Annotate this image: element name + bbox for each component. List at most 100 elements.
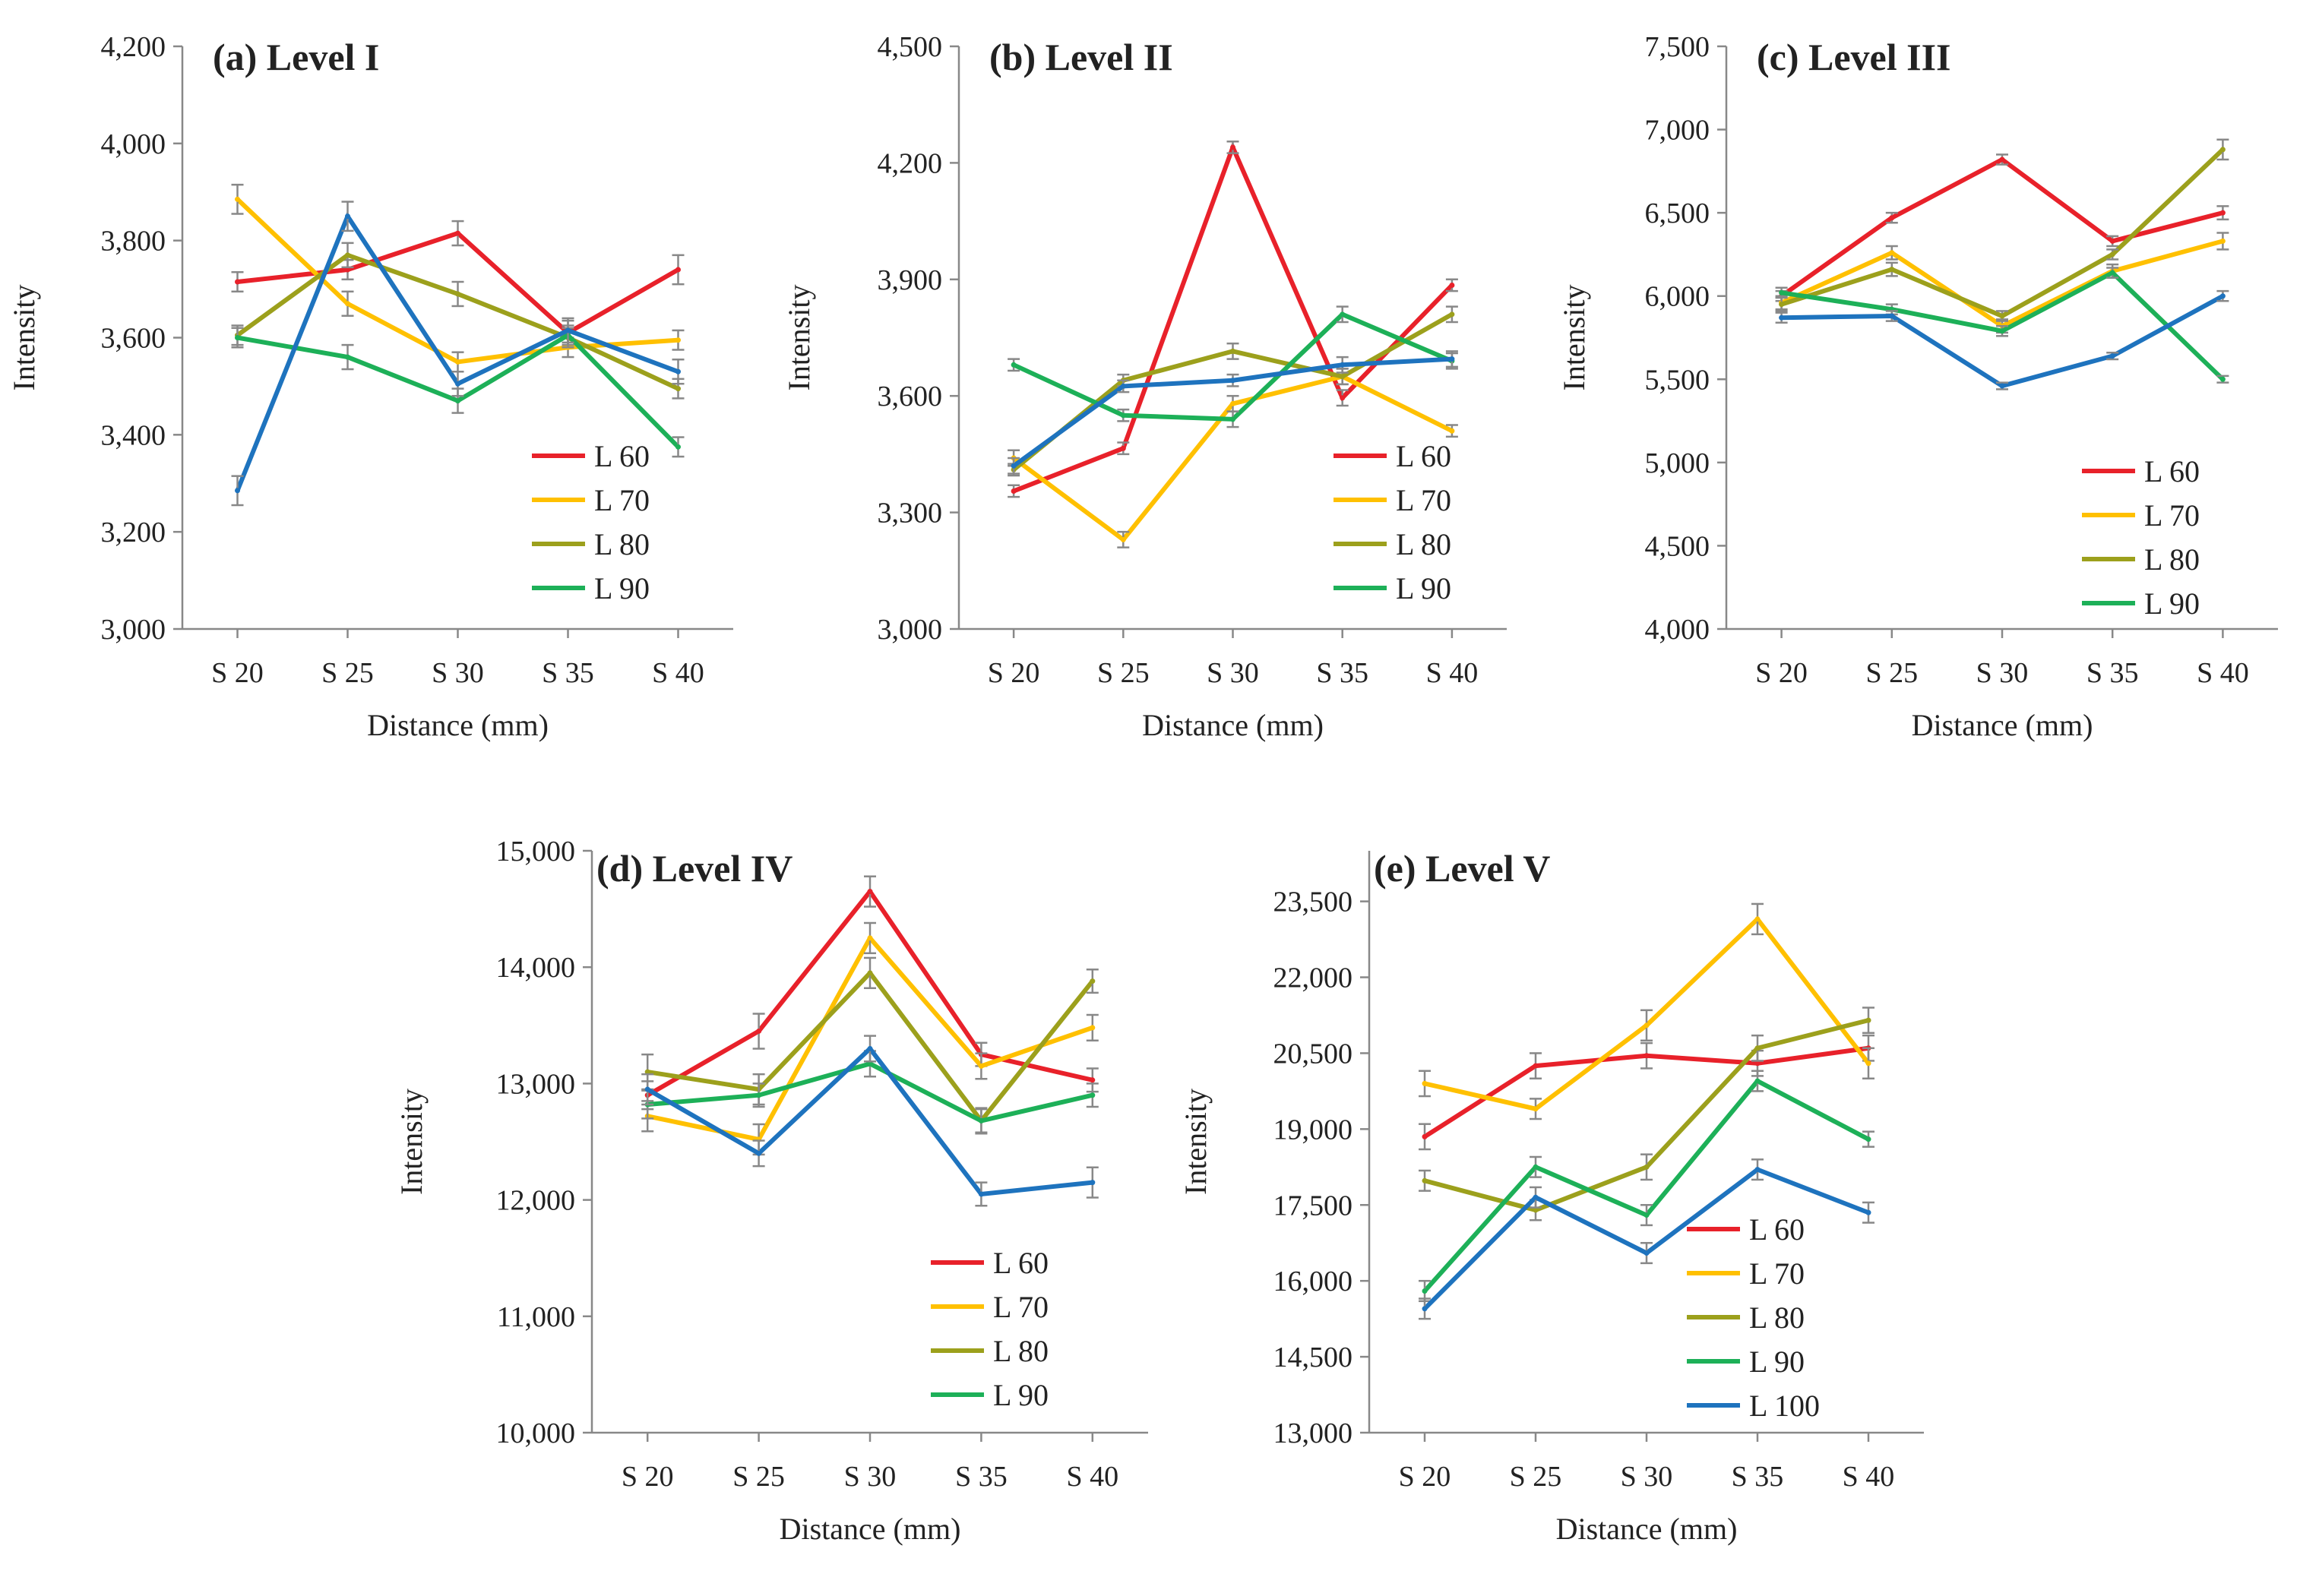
legend-label: L 90	[2144, 586, 2200, 621]
data-point	[1999, 383, 2005, 389]
chart-panel-c: 4,000 4,500 5,000 5,500 6,000 6,500 7,000 7,500…	[1557, 31, 2278, 742]
series-l-90	[641, 1050, 1099, 1133]
data-point	[867, 1045, 873, 1051]
data-point	[756, 1092, 762, 1098]
chart-panel-b: 3,000 3,300 3,600 3,900 4,200 4,500 S 20 S 25 S …	[782, 31, 1507, 742]
data-point	[1449, 428, 1455, 434]
y-tick-label: 3,600	[101, 323, 166, 355]
legend-label: L 80	[993, 1334, 1049, 1368]
data-point	[1889, 313, 1895, 319]
series-l-70	[231, 183, 685, 373]
data-point	[756, 1150, 762, 1156]
legend-label: L 70	[1396, 483, 1451, 517]
data-point	[345, 213, 350, 220]
x-tick-label: S 35	[955, 1461, 1008, 1493]
x-tick-label: S 40	[1066, 1461, 1118, 1493]
data-point	[675, 368, 681, 375]
x-axis-label: Distance (mm)	[1556, 1512, 1738, 1546]
data-point	[1422, 1306, 1428, 1312]
y-tick-label: 13,000	[496, 1068, 576, 1100]
data-point	[1533, 1106, 1539, 1112]
y-tick-label: 4,500	[878, 31, 943, 63]
y-tick-label: 4,500	[1645, 530, 1710, 562]
data-point	[1422, 1080, 1428, 1086]
series-l-100	[1775, 289, 2229, 390]
series-line-l-60	[1780, 156, 2224, 299]
data-point	[1779, 289, 1785, 295]
y-tick-label: 4,200	[101, 31, 166, 63]
series-l-90	[231, 324, 685, 458]
data-point	[1889, 267, 1895, 273]
series-l-100	[231, 201, 685, 507]
data-point	[235, 279, 240, 285]
y-tick-label: 6,000	[1645, 281, 1710, 313]
data-point	[675, 267, 681, 273]
data-point	[2109, 353, 2115, 359]
data-point	[1865, 1017, 1871, 1023]
x-tick-label: S 20	[622, 1461, 674, 1493]
data-point	[1533, 1194, 1539, 1200]
data-point	[867, 889, 873, 895]
y-tick-label: 3,400	[101, 419, 166, 451]
data-point	[2219, 210, 2226, 216]
data-point	[1644, 1164, 1650, 1170]
series-line-l-80	[1780, 147, 2225, 319]
series-l-90	[1419, 1070, 1874, 1303]
x-tick-label: S 20	[211, 657, 264, 689]
y-tick-label: 17,500	[1273, 1190, 1353, 1221]
data-point	[455, 230, 460, 236]
x-tick-label: S 25	[321, 657, 374, 689]
x-tick-label: S 40	[1843, 1461, 1895, 1493]
x-axis-label: Distance (mm)	[367, 708, 549, 742]
legend-label: L 60	[594, 439, 650, 473]
y-tick-label: 3,900	[878, 264, 943, 296]
chart-panel-d: 10,000 11,000 12,000 13,000 14,000 15,000 S 20…	[394, 836, 1148, 1546]
legend: L 60 L 70 L 80 L 90	[2082, 454, 2200, 621]
y-tick-label: 7,500	[1645, 31, 1710, 63]
data-point	[1754, 916, 1761, 922]
data-point	[2219, 293, 2226, 299]
data-point	[1889, 215, 1895, 221]
y-tick-label: 15,000	[496, 836, 576, 868]
x-tick-label: S 25	[1097, 657, 1150, 689]
data-point	[675, 386, 681, 392]
data-point	[978, 1191, 984, 1197]
data-point	[1779, 314, 1785, 321]
data-point	[455, 291, 460, 297]
y-axis-label: Intensity	[7, 285, 41, 391]
y-tick-label: 14,000	[496, 952, 576, 984]
data-point	[345, 301, 350, 307]
x-tick-label: S 35	[542, 657, 594, 689]
data-point	[1120, 383, 1126, 389]
data-point	[1422, 1177, 1428, 1184]
x-tick-label: S 35	[2086, 657, 2139, 689]
data-point	[2219, 147, 2226, 153]
series-l-60	[1419, 1034, 1874, 1151]
legend-label: L 80	[1749, 1301, 1805, 1335]
y-tick-label: 4,200	[878, 147, 943, 179]
data-point	[1011, 463, 1017, 469]
data-point	[675, 444, 681, 450]
chart-title: (a) Level I	[213, 36, 379, 78]
data-point	[565, 327, 571, 333]
data-point	[1754, 1167, 1761, 1173]
data-point	[1230, 400, 1235, 406]
y-tick-label: 13,000	[1273, 1417, 1353, 1449]
data-point	[1090, 1077, 1096, 1083]
data-point	[2109, 270, 2115, 276]
y-tick-label: 5,000	[1645, 447, 1710, 479]
data-point	[1120, 412, 1126, 419]
data-point	[1230, 144, 1235, 150]
chart-title: (e) Level V	[1374, 847, 1550, 890]
data-point	[1090, 1180, 1096, 1186]
data-point	[1644, 1212, 1650, 1218]
chart-title: (d) Level IV	[596, 847, 793, 890]
y-axis-label: Intensity	[394, 1089, 429, 1195]
y-tick-label: 3,000	[878, 614, 943, 646]
x-tick-label: S 25	[1865, 657, 1918, 689]
legend-label: L 60	[2144, 454, 2200, 488]
x-tick-label: S 25	[732, 1461, 785, 1493]
data-point	[2109, 251, 2115, 258]
data-point	[235, 196, 240, 202]
y-tick-label: 23,500	[1273, 886, 1353, 918]
